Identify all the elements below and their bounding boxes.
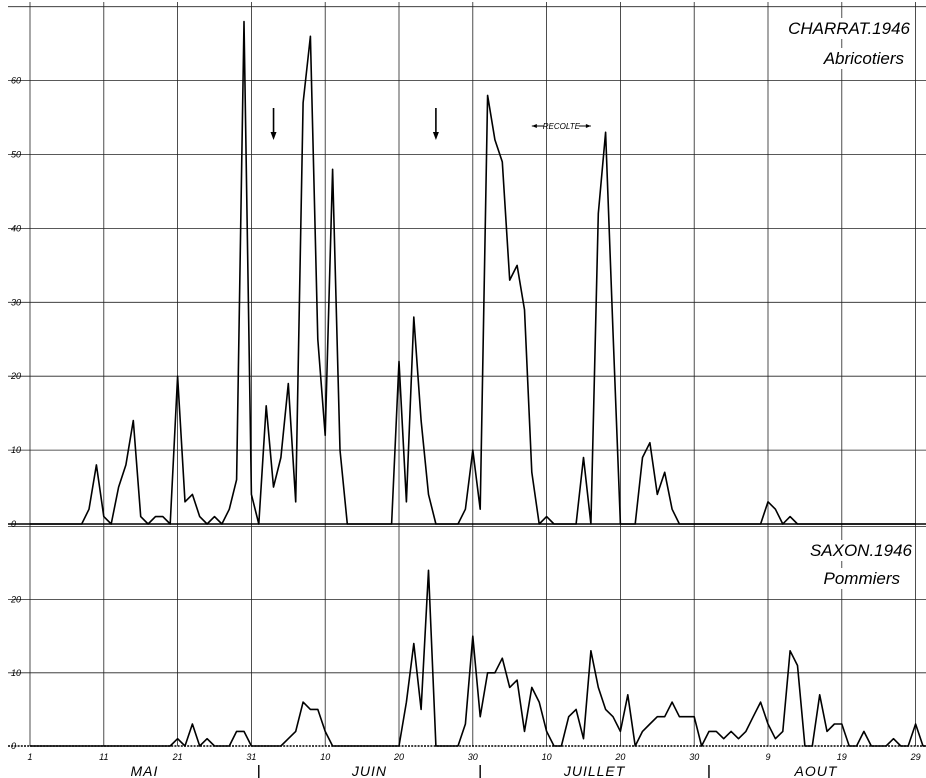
x-tick-label: 10 xyxy=(320,752,330,762)
x-tick-label: 10 xyxy=(542,752,552,762)
top-chart-title: CHARRAT.1946 xyxy=(788,19,910,38)
month-label: JUIN xyxy=(351,763,387,778)
y-tick-label: 10 xyxy=(11,668,21,678)
x-tick-label: 30 xyxy=(468,752,478,762)
y-tick-label: 0 xyxy=(11,519,16,529)
bottom-chart-title: SAXON.1946 xyxy=(810,541,913,560)
x-tick-label: 11 xyxy=(99,752,108,762)
month-label: MAI xyxy=(130,763,158,778)
harvest-arrow-left-head xyxy=(531,124,537,128)
x-tick-label: 31 xyxy=(246,752,256,762)
month-label: JUILLET xyxy=(563,763,626,778)
y-tick-label: 10 xyxy=(11,445,21,455)
down-arrow-head-icon xyxy=(270,132,277,140)
bottom-chart-subtitle: Pommiers xyxy=(823,569,900,588)
y-tick-label: 60 xyxy=(11,76,21,86)
y-tick-label: 20 xyxy=(10,595,21,605)
grid xyxy=(8,2,926,778)
harvest-arrow-right-head xyxy=(585,124,591,128)
x-tick-label: 29 xyxy=(910,752,921,762)
y-tick-label: 0 xyxy=(11,741,16,751)
title-background xyxy=(807,540,915,561)
x-tick-label: 1 xyxy=(27,752,32,762)
x-tick-label: 20 xyxy=(393,752,404,762)
x-tick-label: 20 xyxy=(614,752,625,762)
month-label: AOUT xyxy=(794,763,838,778)
x-tick-label: 21 xyxy=(172,752,183,762)
abricotiers-series-line xyxy=(30,20,916,525)
y-tick-label: 30 xyxy=(11,297,21,307)
y-tick-label: 40 xyxy=(11,223,21,233)
title-background xyxy=(821,568,903,589)
y-tick-label: 50 xyxy=(11,150,21,160)
title-background xyxy=(786,18,913,39)
top-chart-subtitle: Abricotiers xyxy=(823,49,905,68)
down-arrow-head-icon xyxy=(432,132,439,140)
pommiers-series-line xyxy=(30,569,926,747)
y-tick-label: 20 xyxy=(10,371,21,381)
title-background xyxy=(820,48,907,69)
x-tick-label: 30 xyxy=(689,752,699,762)
x-tick-label: 19 xyxy=(837,752,847,762)
x-tick-label: 9 xyxy=(765,752,770,762)
harvest-annotation-label: RECOLTE xyxy=(543,122,581,131)
